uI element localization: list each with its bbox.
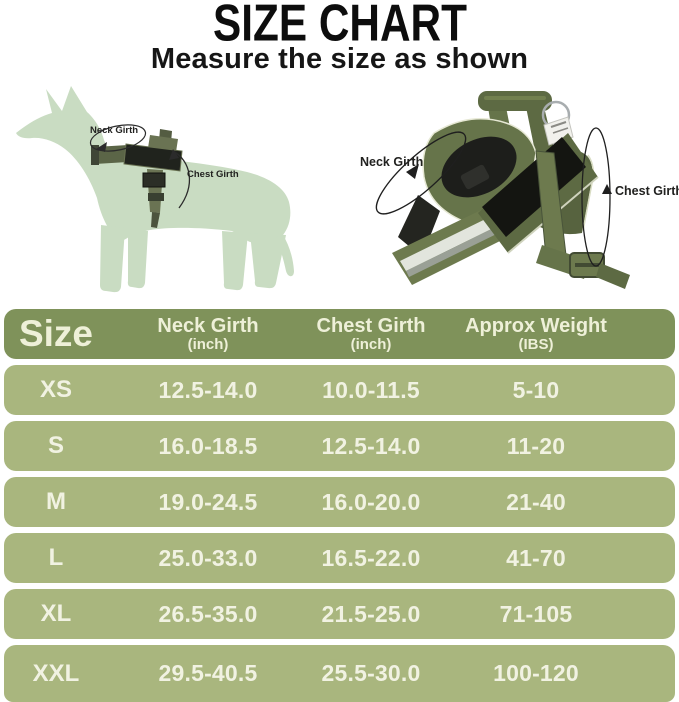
weight-value: 41-70	[506, 544, 566, 571]
weight-value: 5-10	[512, 376, 560, 403]
table-row-xl: XL 26.5-35.0 21.5-25.0 71-105	[4, 589, 675, 639]
size-value: XL	[40, 600, 72, 627]
page-header: SIZE CHART Measure the size as shown	[0, 0, 679, 75]
harness-product-shape	[392, 91, 630, 289]
table-row-s: S 16.0-18.5 12.5-14.0 11-20	[4, 421, 675, 471]
neck-girth-value: 19.0-24.5	[158, 488, 258, 515]
chest-girth-value: 16.5-22.0	[321, 544, 421, 571]
weight-value: 71-105	[499, 600, 573, 627]
chest-girth-value: 16.0-20.0	[321, 488, 421, 515]
chest-girth-value: 12.5-14.0	[321, 432, 421, 459]
table-row-m: M 19.0-24.5 16.0-20.0 21-40	[4, 477, 675, 527]
column-header-neck-girth: Neck Girth (inch)	[157, 314, 259, 353]
page-title: SIZE CHART	[212, 0, 467, 52]
dog-front-leg	[100, 225, 125, 293]
table-row-xs: XS 12.5-14.0 10.0-11.5 5-10	[4, 365, 675, 415]
size-chart-table: Size Neck Girth (inch) Chest Girth (inch…	[4, 309, 675, 702]
harness-chest-girth-label: Chest Girth	[615, 184, 679, 198]
table-row-l: L 25.0-33.0 16.5-22.0 41-70	[4, 533, 675, 583]
neck-girth-value: 29.5-40.5	[158, 660, 258, 686]
weight-value: 11-20	[506, 432, 566, 459]
chest-girth-value: 21.5-25.0	[321, 600, 421, 627]
dog-chest-arrowhead-icon	[169, 149, 179, 160]
neck-girth-value: 16.0-18.5	[158, 432, 258, 459]
page-subtitle: Measure the size as shown	[150, 43, 529, 75]
chest-girth-value: 25.5-30.0	[321, 660, 421, 686]
table-row-xxl: XXL 29.5-40.5 25.5-30.0 100-120	[4, 645, 675, 702]
dog-neck-girth-label: Neck Girth	[90, 125, 138, 136]
table-header-row: Size Neck Girth (inch) Chest Girth (inch…	[4, 309, 675, 359]
neck-girth-value: 26.5-35.0	[158, 600, 258, 627]
column-header-size: Size	[18, 313, 94, 354]
harness-product-illustration: Neck Girth Chest Girth	[360, 91, 679, 289]
dog-hind-leg-far	[222, 231, 248, 291]
dog-hind-leg	[250, 233, 286, 289]
column-header-approx-weight: Approx Weight (IBS)	[465, 314, 607, 353]
size-value: XXL	[32, 659, 80, 687]
size-value: XS	[39, 376, 72, 403]
dog-front-leg-far	[127, 229, 148, 289]
harness-neck-girth-ellipse	[375, 131, 467, 215]
dog-harness-shape	[91, 129, 183, 228]
harness-chest-arrowhead-icon	[602, 184, 612, 194]
weight-value: 21-40	[506, 488, 566, 515]
harness-neck-girth-label: Neck Girth	[360, 155, 423, 169]
dog-chest-girth-label: Chest Girth	[187, 169, 239, 180]
harness-neck-arrowhead-icon	[406, 164, 419, 179]
weight-value: 100-120	[493, 660, 579, 686]
neck-girth-value: 25.0-33.0	[158, 544, 258, 571]
chest-girth-value: 10.0-11.5	[322, 376, 420, 403]
neck-girth-value: 12.5-14.0	[158, 376, 258, 403]
dog-neck-arrowhead-icon	[96, 142, 107, 152]
size-value: L	[48, 544, 64, 571]
dog-chest-girth-arc	[172, 150, 191, 209]
size-value: S	[47, 432, 64, 459]
size-value: M	[46, 488, 66, 515]
dog-measure-illustration: Neck Girth Chest Girth	[16, 86, 294, 293]
dog-tail	[276, 235, 294, 277]
harness-chest-girth-ellipse	[581, 127, 611, 267]
dog-neck-girth-ellipse	[89, 124, 147, 152]
column-header-chest-girth: Chest Girth (inch)	[316, 314, 426, 353]
